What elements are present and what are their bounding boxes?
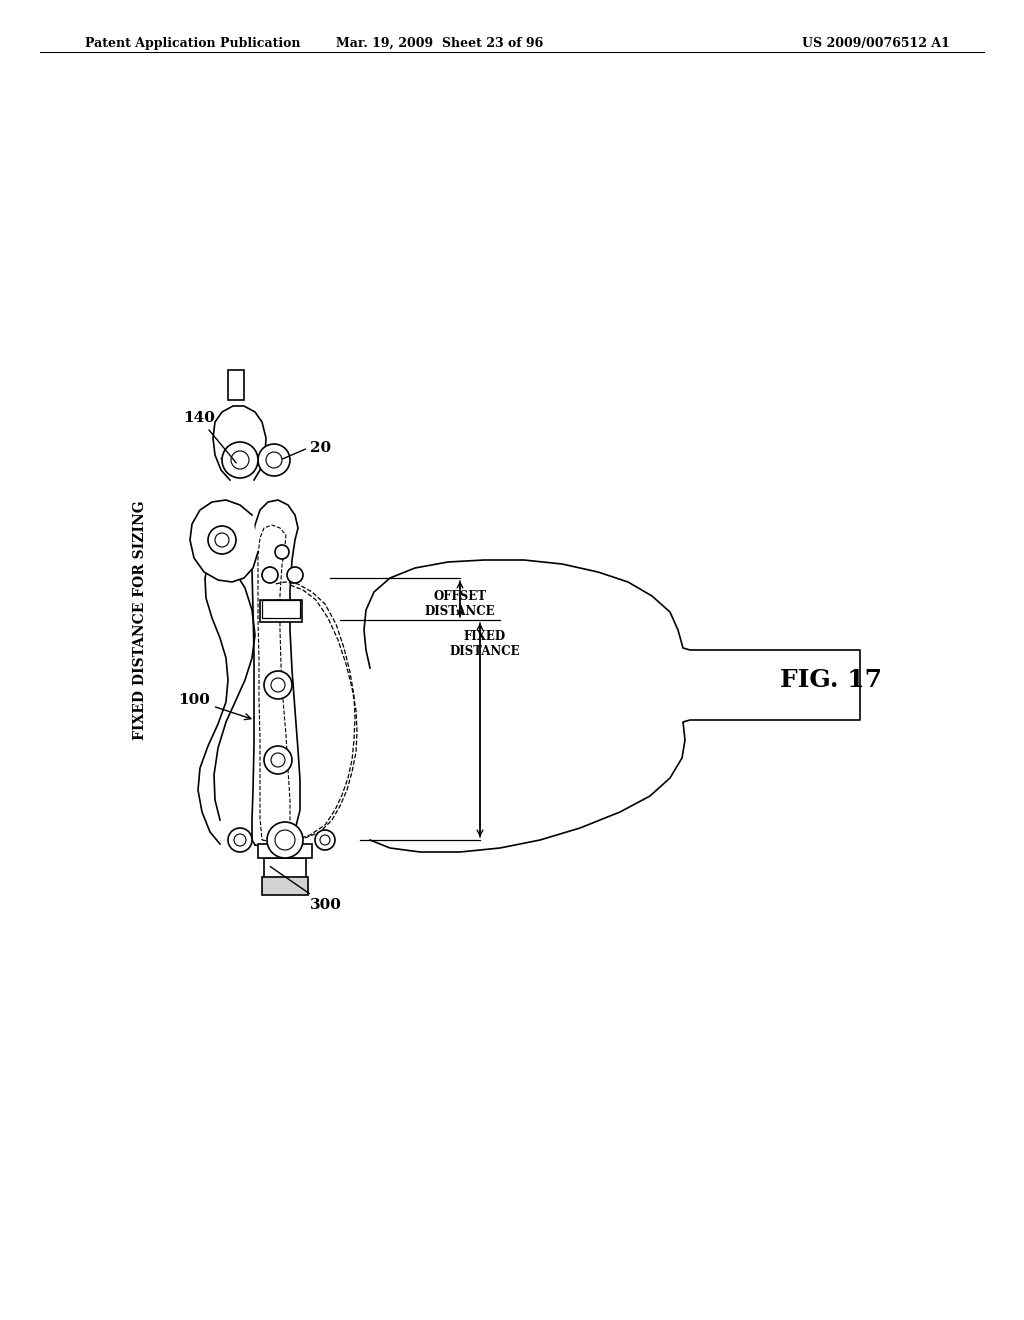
FancyBboxPatch shape	[262, 876, 308, 895]
FancyBboxPatch shape	[264, 858, 306, 878]
Circle shape	[275, 830, 295, 850]
Circle shape	[271, 752, 285, 767]
Text: FIXED
DISTANCE: FIXED DISTANCE	[450, 630, 520, 657]
Text: FIXED DISTANCE FOR SIZING: FIXED DISTANCE FOR SIZING	[133, 500, 147, 739]
Text: 140: 140	[183, 411, 237, 463]
Circle shape	[222, 442, 258, 478]
Polygon shape	[190, 500, 258, 582]
Text: FIG. 17: FIG. 17	[780, 668, 882, 692]
FancyBboxPatch shape	[228, 370, 244, 400]
Text: 300: 300	[270, 866, 342, 912]
Text: Mar. 19, 2009  Sheet 23 of 96: Mar. 19, 2009 Sheet 23 of 96	[336, 37, 544, 50]
Circle shape	[228, 828, 252, 851]
Text: OFFSET
DISTANCE: OFFSET DISTANCE	[425, 590, 496, 618]
Text: Patent Application Publication: Patent Application Publication	[85, 37, 300, 50]
Polygon shape	[198, 560, 255, 843]
Text: US 2009/0076512 A1: US 2009/0076512 A1	[802, 37, 950, 50]
Polygon shape	[364, 560, 860, 851]
FancyBboxPatch shape	[262, 601, 300, 618]
Circle shape	[315, 830, 335, 850]
Polygon shape	[213, 407, 266, 480]
Circle shape	[208, 525, 236, 554]
Circle shape	[264, 746, 292, 774]
Circle shape	[262, 568, 278, 583]
Circle shape	[266, 451, 282, 469]
FancyBboxPatch shape	[260, 601, 302, 622]
Circle shape	[319, 836, 330, 845]
Circle shape	[234, 834, 246, 846]
Polygon shape	[252, 500, 300, 847]
Circle shape	[275, 545, 289, 558]
Circle shape	[264, 671, 292, 700]
Circle shape	[215, 533, 229, 546]
FancyBboxPatch shape	[258, 843, 312, 858]
Text: 100: 100	[178, 693, 251, 719]
Circle shape	[258, 444, 290, 477]
Circle shape	[231, 451, 249, 469]
Text: 20: 20	[310, 441, 331, 455]
FancyBboxPatch shape	[271, 840, 299, 843]
Circle shape	[287, 568, 303, 583]
Circle shape	[271, 678, 285, 692]
Circle shape	[267, 822, 303, 858]
